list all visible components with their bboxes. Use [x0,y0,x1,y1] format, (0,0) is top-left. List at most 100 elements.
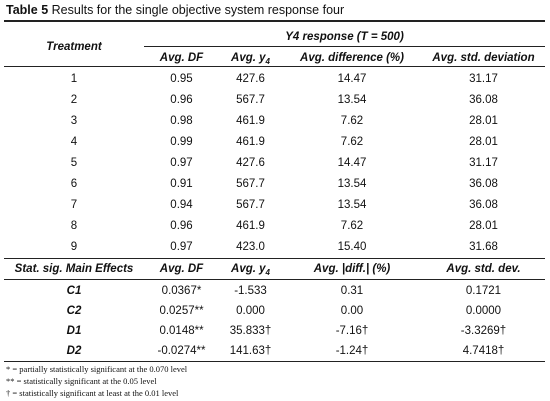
table-row: 7 0.94 567.7 13.54 36.08 [4,195,545,215]
df-cell: 0.94 [170,199,193,211]
diff-cell: 14.47 [337,73,367,85]
note-005: ** = statistically significant at the 0.… [6,376,157,386]
table-row: 9 0.97 423.0 15.40 31.68 [4,237,545,257]
df-cell: 0.95 [170,73,193,85]
df-cell: 0.96 [170,94,193,106]
effect-row: D1 0.0148** 35.833† -7.16† -3.3269† [4,321,545,341]
effect-row: C1 0.0367* -1.533 0.31 0.1721 [4,281,545,301]
note-001: † = statistically significant at least a… [6,388,179,398]
effect-df: 0.0257** [159,305,204,317]
effect-df: 0.0148** [159,325,204,337]
df-cell: 0.97 [170,157,193,169]
df-cell: 0.99 [170,136,193,148]
avg-diff-header: Avg. difference (%) [300,52,404,64]
effect-name: D1 [66,325,82,337]
header-row-top: Y4 response (T = 500) [4,27,545,47]
df-cell: 0.96 [170,220,193,232]
effects-header-row: Stat. sig. Main Effects Avg. DF Avg. y4 … [4,259,545,279]
effect-diff: -1.24† [335,345,369,357]
diff-cell: 13.54 [337,178,367,190]
treatment-cell: 2 [70,94,78,106]
header-row: Avg. DF Avg. y4 Avg. difference (%) Avg.… [4,48,545,68]
std-cell: 28.01 [469,220,498,232]
diff-cell: 7.62 [340,136,364,148]
treatment-cell: 1 [70,73,78,85]
y-cell: 461.9 [236,220,265,232]
effect-df: -0.0274** [157,345,206,357]
y-cell: 567.7 [236,199,265,211]
effects-y-header: Avg. y4 [231,263,270,277]
df-cell: 0.98 [170,115,193,127]
effect-diff: 0.31 [340,285,364,297]
table-row: 6 0.91 567.7 13.54 36.08 [4,174,545,194]
effect-std: 4.7418† [462,345,505,357]
table-caption: Table 5 Results for the single objective… [6,3,344,17]
treatment-cell: 6 [70,178,78,190]
table-title: Results for the single objective system … [51,3,345,17]
effect-name: D2 [66,345,82,357]
treatment-header: Treatment [46,41,102,53]
effect-df: 0.0367* [161,285,202,297]
table-row: 1 0.95 427.6 14.47 31.17 [4,69,545,89]
table-label: Table 5 [6,3,49,17]
table-row: 5 0.97 427.6 14.47 31.17 [4,153,545,173]
effects-df-header: Avg. DF [159,263,204,275]
treatment-cell: 7 [70,199,78,211]
treatment-cell: 9 [70,241,78,253]
effect-std: 0.0000 [465,305,502,317]
top-rule [4,20,545,22]
header-rule [4,66,545,67]
mid-rule [4,258,545,259]
y-cell: 461.9 [236,115,265,127]
effect-name: C1 [66,285,82,297]
avg-y-header: Avg. y4 [231,52,270,66]
y-cell: 567.7 [236,178,265,190]
effects-std-header: Avg. std. dev. [446,263,521,275]
diff-cell: 15.40 [337,241,367,253]
effect-name: C2 [66,305,82,317]
note-partial: * = partially statistically significant … [6,364,188,374]
effect-y: 141.63† [229,345,272,357]
y-cell: 461.9 [236,136,265,148]
std-cell: 36.08 [469,178,498,190]
std-cell: 31.17 [469,73,498,85]
table-row: 2 0.96 567.7 13.54 36.08 [4,90,545,110]
df-cell: 0.97 [170,241,193,253]
std-cell: 28.01 [469,136,498,148]
effects-header-rule [4,279,545,280]
header-row-treatment: Treatment [4,37,545,57]
y-cell: 423.0 [236,241,265,253]
y-cell: 427.6 [236,73,265,85]
y-cell: 567.7 [236,94,265,106]
treatment-cell: 3 [70,115,78,127]
group-underline [144,46,545,47]
std-cell: 31.17 [469,157,498,169]
y-cell: 427.6 [236,157,265,169]
df-cell: 0.91 [170,178,193,190]
avg-std-header: Avg. std. deviation [432,52,535,64]
diff-cell: 13.54 [337,199,367,211]
effect-diff: 0.00 [340,305,364,317]
effect-diff: -7.16† [335,325,369,337]
table-row: 8 0.96 461.9 7.62 28.01 [4,216,545,236]
effects-label-header: Stat. sig. Main Effects [14,263,134,275]
effect-y: 0.000 [236,305,265,317]
table-notes: * = partially statistically significant … [6,363,187,399]
std-cell: 36.08 [469,94,498,106]
effect-y: -1.533 [234,285,267,297]
diff-cell: 13.54 [337,94,367,106]
effect-y: 35.833† [229,325,272,337]
diff-cell: 7.62 [340,220,364,232]
std-cell: 28.01 [469,115,498,127]
table-row: 4 0.99 461.9 7.62 28.01 [4,132,545,152]
std-cell: 36.08 [469,199,498,211]
bottom-rule [4,361,545,362]
effect-row: C2 0.0257** 0.000 0.00 0.0000 [4,301,545,321]
effects-diff-header: Avg. |diff.| (%) [313,263,391,275]
effect-std: -3.3269† [460,325,507,337]
effect-std: 0.1721 [465,285,502,297]
table-row: 3 0.98 461.9 7.62 28.01 [4,111,545,131]
effect-row: D2 -0.0274** 141.63† -1.24† 4.7418† [4,341,545,361]
treatment-cell: 4 [70,136,78,148]
avg-df-header: Avg. DF [159,52,204,64]
